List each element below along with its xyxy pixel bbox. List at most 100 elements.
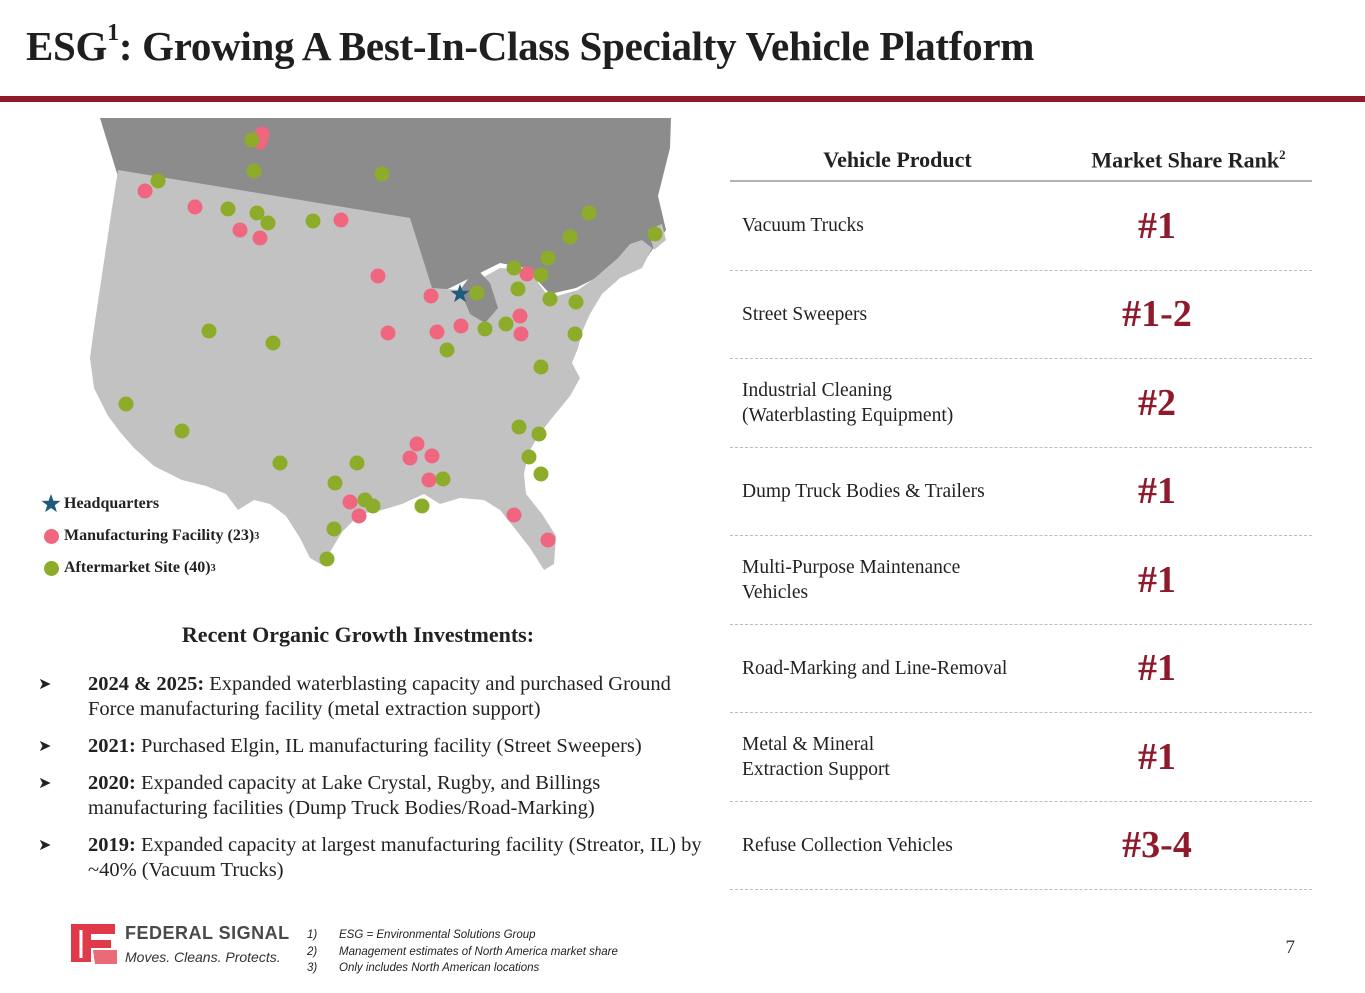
table-header: Vehicle Product Market Share Rank2 [730,140,1312,182]
manufacturing-facility-dot [424,448,440,464]
manufacturing-facility-dot [423,288,439,304]
aftermarket-site-dot [319,551,335,567]
aftermarket-site-dot [562,229,578,245]
federal-signal-logo-icon [71,924,117,964]
legend-aftermarket: Aftermarket Site (40) 3 [40,552,259,584]
manufacturing-dot-icon [43,528,59,544]
manufacturing-facility-dot [342,494,358,510]
aftermarket-site-dot [506,260,522,276]
manufacturing-facility-dot [380,325,396,341]
aftermarket-site-dot [647,226,663,242]
manufacturing-facility-dot [370,268,386,284]
star-icon [41,494,61,513]
north-america-locations-map [90,118,671,570]
footnote: 1) ESG = Environmental Solutions Group [307,929,536,942]
aftermarket-site-dot [477,321,493,337]
page-number: 7 [1285,937,1296,958]
aftermarket-site-dot [244,132,260,148]
col-vehicle-product: Vehicle Product [823,147,972,172]
manufacturing-facility-dot [506,507,522,523]
aftermarket-site-dot [220,201,236,217]
title-divider [0,96,1365,102]
investment-item: ➤ 2020: Expanded capacity at Lake Crysta… [38,772,601,819]
aftermarket-site-dot [150,173,166,189]
aftermarket-site-dot [265,335,281,351]
manufacturing-facility-dot [512,308,528,324]
aftermarket-site-dot [567,326,583,342]
manufacturing-facility-dot [519,266,535,282]
manufacturing-facility-dot [453,318,469,334]
aftermarket-site-dot [533,359,549,375]
investments-list: ➤ 2024 & 2025: Expanded waterblasting ca… [38,672,708,895]
aftermarket-site-dot [374,166,390,182]
manufacturing-facility-dot [540,532,556,548]
aftermarket-site-dot [581,205,597,221]
aftermarket-site-dot [118,396,134,412]
aftermarket-site-dot [246,163,262,179]
footnote: 2) Management estimates of North America … [307,945,618,958]
arrow-bullet-icon: ➤ [38,676,52,693]
manufacturing-dots [137,126,556,548]
investment-item: ➤ 2024 & 2025: Expanded waterblasting ca… [38,673,671,720]
aftermarket-site-dot [498,316,514,332]
table-row: Dump Truck Bodies & Trailers #1 [730,448,1312,536]
aftermarket-site-dot [305,213,321,229]
table-row: Road-Marking and Line-Removal #1 [730,625,1312,713]
aftermarket-site-dot [511,419,527,435]
aftermarket-dot-icon [43,560,59,576]
investments-heading: Recent Organic Growth Investments: [181,622,535,647]
manufacturing-facility-dot [252,230,268,246]
table-row: Refuse Collection Vehicles #3-4 [730,802,1312,890]
aftermarket-site-dot [568,294,584,310]
aftermarket-site-dot [174,423,190,439]
aftermarket-site-dot [521,449,537,465]
arrow-bullet-icon: ➤ [38,738,52,755]
aftermarket-site-dot [349,455,365,471]
aftermarket-site-dot [439,342,455,358]
aftermarket-site-dot [326,521,342,537]
manufacturing-facility-dot [137,183,153,199]
aftermarket-site-dot [435,471,451,487]
manufacturing-facility-dot [187,199,203,215]
aftermarket-site-dot [510,281,526,297]
aftermarket-site-dot [272,455,288,471]
arrow-bullet-icon: ➤ [38,775,52,792]
page-title: ESG1: Growing A Best-In-Class Specialty … [26,20,1035,69]
manufacturing-facility-dot [351,508,367,524]
manufacturing-facility-dot [409,436,425,452]
table-row: Metal & Mineral Extraction Support #1 [730,713,1312,802]
aftermarket-dots [118,132,663,567]
footnotes: 1) ESG = Environmental Solutions Group 2)… [307,927,618,977]
investment-item: ➤ 2019: Expanded capacity at largest man… [38,834,702,881]
investment-item: ➤ 2021: Purchased Elgin, IL manufacturin… [38,735,642,757]
aftermarket-site-dot [542,291,558,307]
aftermarket-site-dot [533,267,549,283]
table-row: Vacuum Trucks #1 [730,182,1312,271]
aftermarket-site-dot [531,426,547,442]
manufacturing-facility-dot [429,324,445,340]
col-market-share-rank: Market Share Rank2 [1091,146,1286,173]
legend-manufacturing: Manufacturing Facility (23) 3 [40,520,259,552]
legend-headquarters: Headquarters [40,488,259,520]
aftermarket-site-dot [260,215,276,231]
table-row: Street Sweepers #1-2 [730,271,1312,359]
aftermarket-site-dot [469,285,485,301]
aftermarket-site-dot [540,250,556,266]
table-row: Industrial Cleaning (Waterblasting Equip… [730,359,1312,448]
aftermarket-site-dot [365,498,381,514]
manufacturing-facility-dot [232,222,248,238]
table-row: Multi-Purpose Maintenance Vehicles #1 [730,536,1312,625]
arrow-bullet-icon: ➤ [38,837,52,854]
manufacturing-facility-dot [402,450,418,466]
canada-region [100,118,671,296]
aftermarket-site-dot [327,475,343,491]
federal-signal-logo: FEDERAL SIGNAL Moves. Cleans. Protects. [67,920,297,970]
manufacturing-facility-dot [421,472,437,488]
aftermarket-site-dot [249,205,265,221]
aftermarket-site-dot [533,466,549,482]
headquarters-star-icon [450,284,470,303]
map-legend: Headquarters Manufacturing Facility (23)… [40,488,259,584]
manufacturing-facility-dot [333,212,349,228]
aftermarket-site-dot [201,323,217,339]
aftermarket-site-dot [414,498,430,514]
